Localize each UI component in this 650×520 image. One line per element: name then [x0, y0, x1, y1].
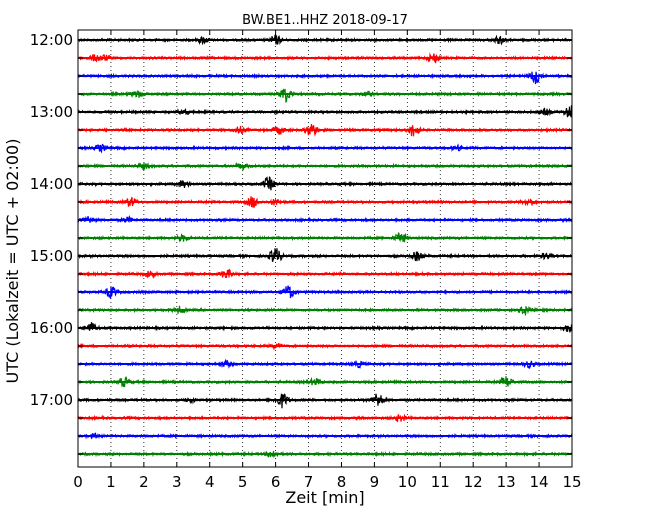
x-tick-label: 1 — [106, 473, 116, 491]
x-tick-label: 6 — [271, 473, 281, 491]
y-tick-label: 14:00 — [30, 175, 73, 193]
y-tick-label: 13:00 — [30, 103, 73, 121]
y-axis-label: UTC (Lokalzeit = UTC + 02:00) — [3, 139, 22, 384]
x-tick-label: 4 — [205, 473, 215, 491]
y-tick-label: 17:00 — [30, 391, 73, 409]
x-tick-label: 14 — [530, 473, 549, 491]
x-axis: 0 1 2 3 4 5 6 7 8 9 10 11 12 13 14 15 — [73, 30, 582, 491]
trace-1700 — [77, 393, 573, 409]
x-tick-label: 3 — [172, 473, 182, 491]
chart-traces — [77, 33, 573, 459]
x-tick-label: 5 — [238, 473, 248, 491]
x-tick-label: 15 — [562, 473, 581, 491]
x-tick-label: 10 — [398, 473, 417, 491]
x-axis-label: Zeit [min] — [285, 488, 364, 507]
x-tick-label: 9 — [370, 473, 380, 491]
x-tick-label: 8 — [337, 473, 347, 491]
x-tick-label: 7 — [304, 473, 314, 491]
chart-title: BW.BE1..HHZ 2018-09-17 — [242, 13, 408, 28]
chart-grid — [110, 30, 540, 467]
x-tick-label: 2 — [139, 473, 149, 491]
plot-frame — [77, 29, 573, 468]
x-tick-label: 11 — [431, 473, 450, 491]
y-tick-label: 12:00 — [30, 31, 73, 49]
x-tick-label: 12 — [464, 473, 483, 491]
x-tick-label: 13 — [497, 473, 516, 491]
y-axis: 12:00 13:00 14:00 15:00 16:00 17:00 — [30, 31, 572, 455]
x-tick-label: 0 — [73, 473, 83, 491]
trace-1245 — [77, 88, 573, 104]
y-tick-label: 16:00 — [30, 319, 73, 337]
y-tick-label: 15:00 — [30, 247, 73, 265]
trace-1230 — [77, 71, 573, 85]
